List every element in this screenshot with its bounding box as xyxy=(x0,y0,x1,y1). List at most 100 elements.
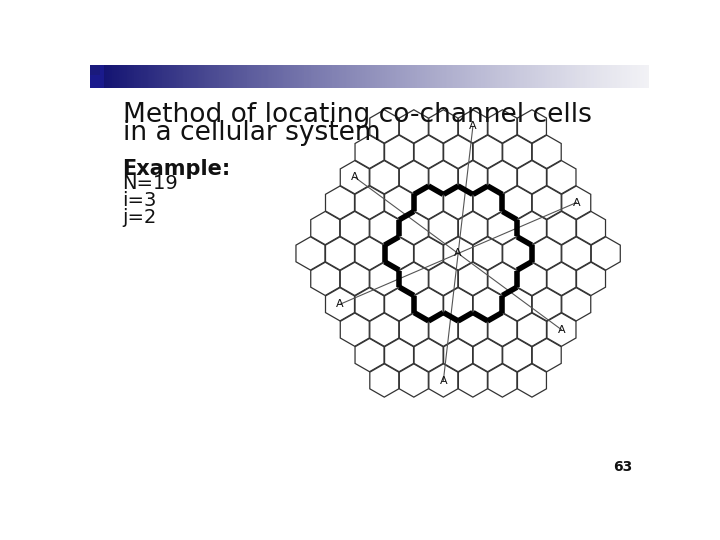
Polygon shape xyxy=(429,211,458,245)
Polygon shape xyxy=(473,186,502,219)
Text: Example:: Example: xyxy=(122,159,231,179)
Polygon shape xyxy=(384,237,413,270)
Polygon shape xyxy=(518,211,546,245)
Polygon shape xyxy=(459,160,487,194)
Polygon shape xyxy=(400,313,428,346)
Polygon shape xyxy=(384,135,413,168)
Polygon shape xyxy=(473,135,502,168)
Text: Method of locating co-channel cells: Method of locating co-channel cells xyxy=(122,102,591,128)
Polygon shape xyxy=(444,237,472,270)
Polygon shape xyxy=(547,262,576,295)
Polygon shape xyxy=(296,237,325,270)
Text: 63: 63 xyxy=(613,461,632,475)
Polygon shape xyxy=(429,313,458,346)
Polygon shape xyxy=(459,262,487,295)
Polygon shape xyxy=(488,313,517,346)
Polygon shape xyxy=(547,160,576,194)
Polygon shape xyxy=(355,237,384,270)
Polygon shape xyxy=(503,339,531,372)
Polygon shape xyxy=(400,160,428,194)
Polygon shape xyxy=(473,237,502,270)
Polygon shape xyxy=(429,110,458,143)
Text: in a cellular system: in a cellular system xyxy=(122,120,380,146)
Polygon shape xyxy=(459,211,487,245)
Polygon shape xyxy=(355,135,384,168)
Polygon shape xyxy=(400,364,428,397)
Polygon shape xyxy=(532,135,561,168)
Polygon shape xyxy=(562,237,590,270)
Polygon shape xyxy=(355,186,384,219)
Polygon shape xyxy=(518,313,546,346)
Polygon shape xyxy=(355,288,384,321)
Polygon shape xyxy=(311,262,340,295)
Polygon shape xyxy=(370,313,399,346)
Polygon shape xyxy=(429,364,458,397)
Polygon shape xyxy=(444,339,472,372)
Polygon shape xyxy=(577,262,606,295)
Polygon shape xyxy=(518,364,546,397)
Polygon shape xyxy=(341,262,369,295)
Polygon shape xyxy=(325,186,354,219)
Polygon shape xyxy=(473,288,502,321)
Polygon shape xyxy=(341,211,369,245)
Polygon shape xyxy=(532,339,561,372)
Polygon shape xyxy=(562,186,590,219)
Polygon shape xyxy=(414,339,443,372)
Polygon shape xyxy=(488,364,517,397)
Polygon shape xyxy=(444,288,472,321)
Polygon shape xyxy=(547,211,576,245)
Polygon shape xyxy=(473,339,502,372)
Text: A: A xyxy=(351,172,359,182)
Text: A: A xyxy=(469,122,477,131)
Polygon shape xyxy=(532,237,561,270)
Polygon shape xyxy=(370,262,399,295)
Polygon shape xyxy=(384,288,413,321)
Bar xyxy=(90,65,104,88)
Polygon shape xyxy=(414,135,443,168)
Polygon shape xyxy=(459,313,487,346)
Text: j=2: j=2 xyxy=(122,208,157,227)
Polygon shape xyxy=(518,262,546,295)
Polygon shape xyxy=(532,186,561,219)
Polygon shape xyxy=(341,313,369,346)
Polygon shape xyxy=(384,186,413,219)
Text: N=19: N=19 xyxy=(122,174,179,193)
Text: A: A xyxy=(572,198,580,207)
Polygon shape xyxy=(503,135,531,168)
Polygon shape xyxy=(429,262,458,295)
Polygon shape xyxy=(577,211,606,245)
Polygon shape xyxy=(562,288,590,321)
Polygon shape xyxy=(384,339,413,372)
Polygon shape xyxy=(591,237,620,270)
Polygon shape xyxy=(488,211,517,245)
Polygon shape xyxy=(488,262,517,295)
Polygon shape xyxy=(370,110,399,143)
Polygon shape xyxy=(488,160,517,194)
Polygon shape xyxy=(311,211,340,245)
Bar xyxy=(90,65,100,75)
Polygon shape xyxy=(532,288,561,321)
Text: A: A xyxy=(336,299,344,309)
Polygon shape xyxy=(414,186,443,219)
Polygon shape xyxy=(325,288,354,321)
Polygon shape xyxy=(325,237,354,270)
Polygon shape xyxy=(414,237,443,270)
Polygon shape xyxy=(429,160,458,194)
Polygon shape xyxy=(400,110,428,143)
Polygon shape xyxy=(518,160,546,194)
Polygon shape xyxy=(370,211,399,245)
Polygon shape xyxy=(400,262,428,295)
Polygon shape xyxy=(355,339,384,372)
Text: A: A xyxy=(558,325,565,335)
Polygon shape xyxy=(459,364,487,397)
Polygon shape xyxy=(444,186,472,219)
Polygon shape xyxy=(488,110,517,143)
Polygon shape xyxy=(503,288,531,321)
Text: i=3: i=3 xyxy=(122,191,157,210)
Polygon shape xyxy=(341,160,369,194)
Polygon shape xyxy=(400,211,428,245)
Polygon shape xyxy=(503,186,531,219)
Polygon shape xyxy=(370,364,399,397)
Text: A: A xyxy=(454,248,462,259)
Polygon shape xyxy=(370,160,399,194)
